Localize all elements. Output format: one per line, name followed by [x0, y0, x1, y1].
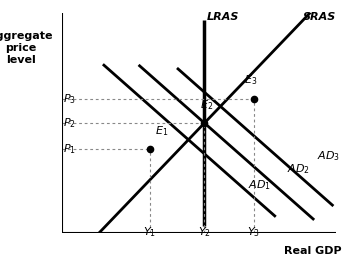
- Text: $Y_1$: $Y_1$: [143, 225, 156, 239]
- Text: $P_3$: $P_3$: [62, 92, 75, 106]
- Text: $E_1$: $E_1$: [155, 125, 168, 138]
- Text: $P_1$: $P_1$: [62, 142, 75, 156]
- Text: $Y_3$: $Y_3$: [247, 225, 260, 239]
- Text: $E_2$: $E_2$: [200, 98, 213, 112]
- Text: $P_2$: $P_2$: [63, 116, 75, 130]
- Text: LRAS: LRAS: [207, 12, 239, 22]
- Text: Aggregate
price
level: Aggregate price level: [0, 31, 53, 65]
- Text: Real GDP: Real GDP: [284, 246, 342, 256]
- Text: $AD_1$: $AD_1$: [248, 178, 271, 192]
- Text: $E_3$: $E_3$: [244, 73, 258, 87]
- Text: $Y_2$: $Y_2$: [198, 225, 211, 239]
- Text: $AD_3$: $AD_3$: [317, 149, 340, 163]
- Text: SRAS: SRAS: [303, 12, 336, 22]
- Text: $AD_2$: $AD_2$: [287, 162, 310, 176]
